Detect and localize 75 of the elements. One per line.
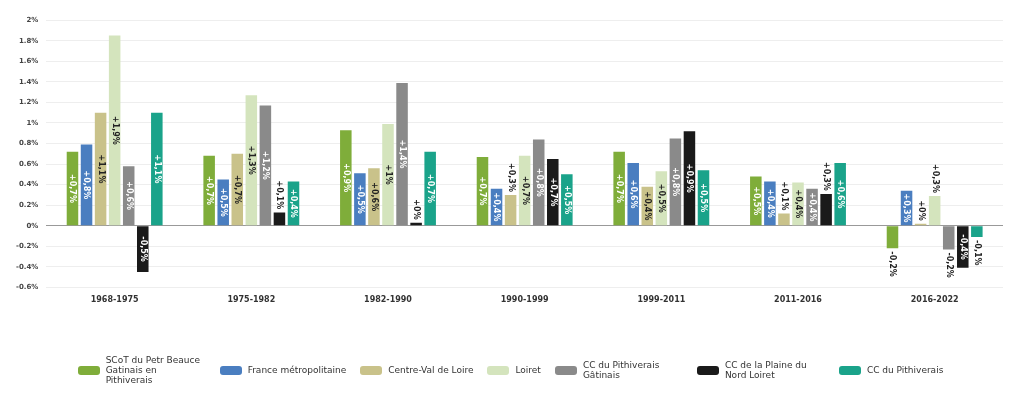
data-label: +1,4% bbox=[397, 139, 407, 169]
data-label: +0,8% bbox=[671, 167, 681, 197]
x-tick-label: 1982-1990 bbox=[364, 295, 413, 305]
data-label: -0,5% bbox=[138, 236, 148, 262]
bar bbox=[504, 194, 517, 226]
data-label: +1,1% bbox=[96, 154, 106, 184]
data-label: +0,4% bbox=[793, 189, 803, 219]
bar bbox=[151, 112, 163, 226]
data-label: +0,4% bbox=[807, 192, 817, 222]
data-label: +1,3% bbox=[247, 145, 257, 175]
data-label: +0,5% bbox=[562, 185, 572, 215]
data-label: +1,1% bbox=[152, 154, 162, 184]
data-label: -0,2% bbox=[888, 251, 898, 277]
data-label: +0,6% bbox=[629, 179, 639, 209]
legend-label: SCoT du Petr Beauce Gatinais en Pithiverais bbox=[105, 355, 201, 385]
bar bbox=[886, 226, 899, 249]
bar bbox=[273, 212, 286, 226]
data-label: +0,5% bbox=[657, 183, 667, 213]
data-label: +0,9% bbox=[341, 163, 351, 193]
data-label: +0% bbox=[916, 200, 926, 221]
data-label: +0,3% bbox=[822, 161, 832, 191]
data-label: +0,7% bbox=[426, 174, 436, 203]
data-label: +0,5% bbox=[219, 187, 229, 217]
data-label: +0,6% bbox=[369, 182, 379, 212]
data-label: +0,7% bbox=[233, 175, 243, 204]
x-tick-label: 1999-2011 bbox=[637, 295, 686, 305]
x-tick-label: 1990-1999 bbox=[500, 295, 550, 305]
data-label: +0,3% bbox=[506, 163, 516, 192]
data-label: +0,1% bbox=[275, 180, 285, 210]
data-label: +0,1% bbox=[779, 181, 789, 211]
data-label: +0,7% bbox=[68, 174, 78, 203]
bar bbox=[340, 130, 352, 226]
data-label: +0,3% bbox=[902, 193, 912, 223]
data-label: +0,9% bbox=[685, 163, 695, 193]
data-label: -0,4% bbox=[958, 234, 968, 260]
data-label: -0,1% bbox=[972, 240, 982, 266]
data-label: +0,5% bbox=[751, 186, 761, 216]
data-label: +0,7% bbox=[205, 176, 215, 205]
data-label: -0,2% bbox=[944, 252, 954, 278]
data-label: +0,6% bbox=[124, 181, 134, 211]
data-label: +0,8% bbox=[82, 170, 92, 200]
bar bbox=[820, 193, 832, 226]
data-label: +0,4% bbox=[492, 192, 502, 222]
data-label: +0,7% bbox=[548, 177, 558, 207]
data-label: +0,7% bbox=[615, 174, 625, 203]
data-label: +0,4% bbox=[289, 188, 299, 218]
data-label: +0,6% bbox=[836, 179, 846, 209]
bar bbox=[942, 226, 955, 250]
x-tick-label: 1968-1975 bbox=[90, 295, 140, 305]
data-label: +1,9% bbox=[110, 115, 120, 145]
bar bbox=[382, 124, 394, 226]
data-label: +0% bbox=[412, 199, 422, 220]
bar bbox=[971, 226, 983, 238]
bar bbox=[778, 213, 790, 226]
legend-label: Centre-Val de Loire bbox=[388, 365, 474, 375]
bar bbox=[396, 82, 408, 226]
data-label: +0,5% bbox=[699, 183, 709, 213]
data-label: +0,4% bbox=[643, 191, 653, 221]
data-label: +1,2% bbox=[261, 150, 271, 180]
x-tick-label: 1975-1982 bbox=[227, 295, 276, 305]
data-label: +0,7% bbox=[520, 176, 530, 205]
data-label: +0,8% bbox=[534, 167, 544, 197]
data-label: +0,3% bbox=[930, 164, 940, 193]
data-label: +1% bbox=[383, 164, 393, 185]
legend-label: CC du Pithiverais Gâtinais bbox=[582, 360, 661, 380]
data-label: +0,4% bbox=[765, 188, 775, 218]
legend-label: Loiret bbox=[515, 365, 541, 375]
bar bbox=[928, 195, 941, 226]
data-label: +0,5% bbox=[355, 184, 365, 214]
legend-label: CC du Pithiverais bbox=[866, 365, 944, 375]
data-label: +0,7% bbox=[478, 176, 488, 206]
x-tick-label: 2011-2016 bbox=[774, 295, 823, 305]
x-tick-label: 2016-2022 bbox=[910, 295, 959, 305]
legend-label: France métropolitaine bbox=[247, 365, 347, 375]
legend-label: CC de la Plaine du Nord Loiret bbox=[724, 360, 808, 380]
